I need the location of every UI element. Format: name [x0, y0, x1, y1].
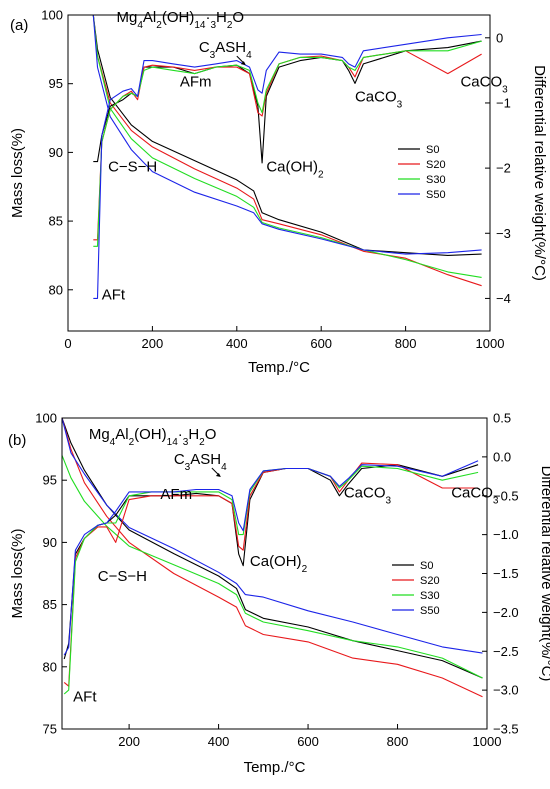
annotation-label: CaCO3	[355, 89, 403, 111]
mass-loss-line-s50	[92, 15, 482, 255]
y-left-tick-label: 75	[43, 722, 57, 737]
y-left-tick-label: 90	[43, 535, 57, 550]
y-left-axis-title: Mass loss(%)	[9, 128, 26, 218]
mass-loss-line-s20	[92, 15, 482, 287]
chart-panel-b: 200 400 600 800 1000 75 80 85 90 95 100 −3.5 −3.0 −2.…	[8, 411, 550, 777]
chart-panel-a: 0 200 400 600 800 1000 80 85 90 95 100 −4 −3 −2 −1 0 Tem…	[9, 8, 548, 377]
y-left-tick-label: 85	[43, 597, 57, 612]
series-group	[62, 418, 483, 698]
y-right-tick-label: −3	[496, 226, 511, 241]
y-left-tick-label: 85	[49, 214, 63, 229]
annotation-arrowhead	[240, 61, 246, 66]
y-left-tick-label: 80	[49, 282, 63, 297]
y-left-tick-label: 100	[41, 8, 63, 23]
x-tick-label: 400	[208, 734, 230, 749]
x-tick-label: 600	[297, 734, 319, 749]
y-left-tick-label: 95	[49, 76, 63, 91]
x-tick-label: 1000	[476, 336, 505, 351]
legend-label-s0: S0	[426, 144, 439, 156]
y-right-tick-label: 0	[496, 30, 503, 45]
series-group	[92, 15, 482, 299]
mass-loss-line-s50	[62, 418, 483, 654]
dtg-line-s50	[93, 33, 482, 299]
annotation-label: Ca(OH)2	[266, 159, 324, 181]
annotation-arrowhead	[215, 473, 221, 478]
y-left-tick-label: 95	[43, 473, 57, 488]
y-right-tick-label: −2.0	[493, 605, 519, 620]
annotation-label: Mg4Al2(OH)14·3H2O	[117, 9, 245, 31]
y-right-axis-title: Differential relative weight(%/°C)	[538, 466, 550, 682]
y-right-tick-label: −0.5	[493, 488, 519, 503]
panel-label: (b)	[8, 432, 26, 449]
annotation-label: CaCO3	[460, 73, 508, 95]
annotation-label: C−S−H	[108, 159, 157, 176]
y-right-tick-label: 0.0	[493, 449, 511, 464]
y-left-tick-label: 100	[35, 411, 57, 426]
y-right-tick-label: −3.0	[493, 683, 519, 698]
legend-label-s20: S20	[420, 575, 440, 587]
dtg-line-s20	[93, 50, 482, 241]
x-tick-label: 200	[142, 336, 164, 351]
x-axis-title: Temp./°C	[248, 359, 310, 376]
y-right-tick-label: −2	[496, 161, 511, 176]
x-tick-label: 1000	[473, 734, 502, 749]
annotation-label: AFm	[180, 73, 212, 90]
y-right-axis-title: Differential relative weight(%/°C)	[531, 65, 548, 281]
y-right-tick-label: −2.5	[493, 644, 519, 659]
annotation-label: C3ASH4	[199, 39, 252, 61]
annotation-label: AFm	[160, 486, 192, 503]
annotation-label: Mg4Al2(OH)14·3H2O	[89, 426, 217, 448]
y-right-tick-label: −4	[496, 291, 511, 306]
x-tick-label: 0	[64, 336, 71, 351]
legend-label-s30: S30	[426, 174, 446, 186]
y-right-tick-label: 0.5	[493, 411, 511, 426]
annotation-label: Ca(OH)2	[250, 553, 308, 575]
annotation-label: AFt	[73, 689, 97, 706]
mass-loss-line-s0	[92, 15, 482, 256]
legend-label-s50: S50	[420, 605, 440, 617]
plot-frame	[67, 14, 491, 332]
legend-label-s30: S30	[420, 590, 440, 602]
dtg-line-s0	[93, 40, 482, 164]
annotation-label: AFt	[102, 286, 126, 303]
annotation-label: C−S−H	[98, 568, 147, 585]
annotation-label: C3ASH4	[174, 451, 227, 473]
y-right-tick-label: −1.0	[493, 527, 519, 542]
mass-loss-line-s30	[62, 455, 483, 679]
mass-loss-line-s30	[92, 15, 482, 278]
annotation-label: CaCO3	[344, 485, 392, 507]
y-left-tick-label: 80	[43, 659, 57, 674]
dtg-line-s30	[93, 40, 482, 247]
annotation-label: CaCO3	[451, 485, 499, 507]
x-axis-title: Temp./°C	[244, 759, 306, 776]
panel-label: (a)	[10, 17, 28, 34]
x-tick-label: 200	[118, 734, 140, 749]
legend-label-s50: S50	[426, 189, 446, 201]
x-tick-label: 800	[395, 336, 417, 351]
x-tick-label: 600	[310, 336, 332, 351]
y-left-axis-title: Mass loss(%)	[9, 528, 26, 618]
y-left-tick-label: 90	[49, 145, 63, 160]
mass-loss-line-s0	[62, 418, 483, 679]
legend-label-s20: S20	[426, 159, 446, 171]
x-tick-label: 400	[226, 336, 248, 351]
y-right-tick-label: −1	[496, 95, 511, 110]
legend-label-s0: S0	[420, 560, 433, 572]
mass-loss-line-s20	[62, 418, 483, 698]
y-right-tick-label: −3.5	[493, 722, 519, 737]
dtg-line-s50	[63, 460, 479, 656]
x-tick-label: 800	[387, 734, 409, 749]
y-right-tick-label: −1.5	[493, 566, 519, 581]
